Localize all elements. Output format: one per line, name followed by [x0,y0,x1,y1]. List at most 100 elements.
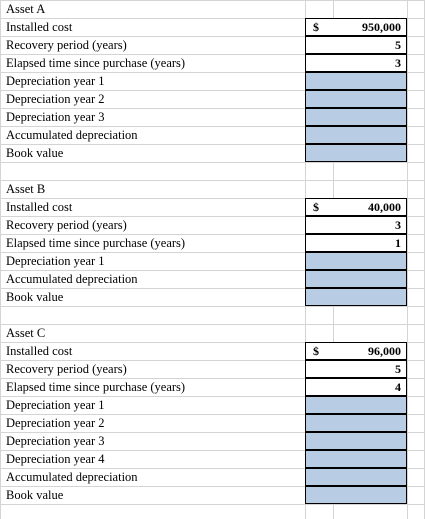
grid-line [0,90,425,91]
asset-b-installed-cost-row: Installed cost $ 40,000 [0,198,425,216]
grid-line [0,126,425,127]
asset-b-elapsed-time-cell[interactable] [305,234,407,252]
asset-c-book-row: Book value [0,486,425,504]
grid-line [0,0,425,1]
grid-line [0,234,425,235]
asset-c-book-input-cell[interactable] [305,486,407,504]
asset-c-dep3-input-cell[interactable] [305,432,407,450]
elapsed-time-label: Elapsed time since purchase (years) [6,380,186,394]
book-value-label: Book value [6,488,64,502]
asset-c-elapsed-row: Elapsed time since purchase (years) 4 [0,378,425,396]
asset-c-dep4-row: Depreciation year 4 [0,450,425,468]
grid-line [0,144,425,145]
grid-line [0,18,425,19]
asset-b-dep1-input-cell[interactable] [305,252,407,270]
asset-c-recovery-period-cell[interactable] [305,360,407,378]
asset-c-dep4-input-cell[interactable] [305,450,407,468]
depreciation-year-1-label: Depreciation year 1 [6,74,105,88]
grid-line [0,72,425,73]
asset-b-recovery-period-value: 3 [395,218,401,232]
asset-c-dep3-row: Depreciation year 3 [0,432,425,450]
elapsed-time-label: Elapsed time since purchase (years) [6,236,186,250]
grid-line [0,396,425,397]
grid-line [0,324,425,325]
asset-a-dep3-row: Depreciation year 3 [0,108,425,126]
grid-line [0,288,425,289]
asset-c-dep1-row: Depreciation year 1 [0,396,425,414]
asset-a-book-input-cell[interactable] [305,144,407,162]
grid-line [0,342,425,343]
grid-line [0,216,425,217]
accumulated-depreciation-label: Accumulated depreciation [6,272,138,286]
asset-a-title-row: Asset A [0,0,425,18]
recovery-period-label: Recovery period (years) [6,38,127,52]
asset-a-dep2-input-cell[interactable] [305,90,407,108]
asset-a-installed-cost-cell[interactable] [305,18,407,36]
asset-c-installed-cost-cell[interactable] [305,342,407,360]
asset-c-installed-cost-value: 96,000 [368,344,401,358]
recovery-period-label: Recovery period (years) [6,362,127,376]
asset-c-accum-row: Accumulated depreciation [0,468,425,486]
installed-cost-label: Installed cost [6,344,73,358]
asset-c-dep2-input-cell[interactable] [305,414,407,432]
grid-line [0,36,425,37]
asset-a-elapsed-time-cell[interactable] [305,54,407,72]
depreciation-year-3-label: Depreciation year 3 [6,434,105,448]
depreciation-year-4-label: Depreciation year 4 [6,452,105,466]
asset-b-book-input-cell[interactable] [305,288,407,306]
asset-a-recovery-period-value: 5 [395,38,401,52]
asset-c-title-row: Asset C [0,324,425,342]
asset-a-installed-cost-value: 950,000 [362,20,401,34]
grid-line [0,432,425,433]
asset-a-title: Asset A [6,2,46,16]
elapsed-time-label: Elapsed time since purchase (years) [6,56,186,70]
asset-c-elapsed-time-cell[interactable] [305,378,407,396]
asset-b-title-row: Asset B [0,180,425,198]
depreciation-year-1-label: Depreciation year 1 [6,398,105,412]
asset-c-recovery-row: Recovery period (years) 5 [0,360,425,378]
asset-c-dep1-input-cell[interactable] [305,396,407,414]
asset-a-book-row: Book value [0,144,425,162]
asset-a-elapsed-row: Elapsed time since purchase (years) 3 [0,54,425,72]
grid-line [0,450,425,451]
asset-a-dep1-row: Depreciation year 1 [0,72,425,90]
grid-line [407,0,408,519]
grid-line [0,486,425,487]
grid-line [0,162,425,163]
asset-b-accum-row: Accumulated depreciation [0,270,425,288]
grid-line [0,306,425,307]
currency-symbol: $ [313,20,319,34]
asset-b-elapsed-row: Elapsed time since purchase (years) 1 [0,234,425,252]
installed-cost-label: Installed cost [6,200,73,214]
asset-a-accum-row: Accumulated depreciation [0,126,425,144]
recovery-period-label: Recovery period (years) [6,218,127,232]
grid-line [0,0,1,519]
asset-a-dep1-input-cell[interactable] [305,72,407,90]
asset-a-elapsed-time-value: 3 [395,56,401,70]
asset-b-elapsed-time-value: 1 [395,236,401,250]
accumulated-depreciation-label: Accumulated depreciation [6,470,138,484]
asset-c-title: Asset C [6,326,46,340]
asset-a-recovery-row: Recovery period (years) 5 [0,36,425,54]
asset-a-recovery-period-cell[interactable] [305,36,407,54]
grid-line [0,468,425,469]
depreciation-year-3-label: Depreciation year 3 [6,110,105,124]
asset-b-accum-input-cell[interactable] [305,270,407,288]
installed-cost-label: Installed cost [6,20,73,34]
asset-b-dep1-row: Depreciation year 1 [0,252,425,270]
depreciation-year-2-label: Depreciation year 2 [6,92,105,106]
asset-c-installed-cost-row: Installed cost $ 96,000 [0,342,425,360]
asset-a-accum-input-cell[interactable] [305,126,407,144]
grid-line [0,252,425,253]
asset-b-installed-cost-cell[interactable] [305,198,407,216]
asset-a-dep3-input-cell[interactable] [305,108,407,126]
asset-a-dep2-row: Depreciation year 2 [0,90,425,108]
asset-c-accum-input-cell[interactable] [305,468,407,486]
book-value-label: Book value [6,290,64,304]
asset-c-dep2-row: Depreciation year 2 [0,414,425,432]
asset-b-recovery-period-cell[interactable] [305,216,407,234]
grid-line [0,378,425,379]
asset-c-recovery-period-value: 5 [395,362,401,376]
asset-c-elapsed-time-value: 4 [395,380,401,394]
